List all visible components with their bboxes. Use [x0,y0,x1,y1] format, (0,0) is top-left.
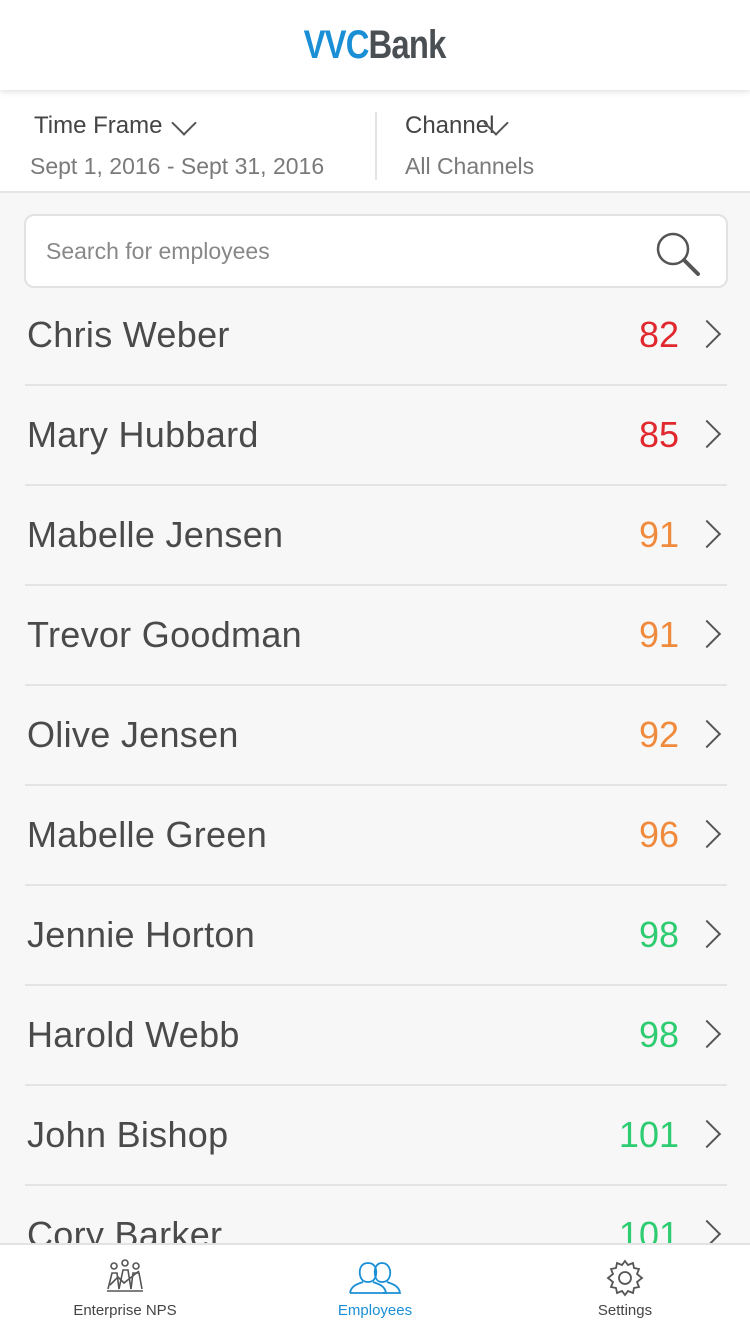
channel-label: Channel [405,112,495,139]
employee-score: 91 [638,614,679,655]
tab-label: Settings [597,1302,653,1319]
chevron-right-icon [692,1019,722,1049]
tab-settings[interactable]: Settings [500,1245,750,1334]
employee-row[interactable]: Mabelle Green 96 [25,786,727,886]
tab-employees[interactable]: Employees [250,1245,500,1334]
app-header: VVCBank [0,0,750,90]
employee-name: John Bishop [27,1114,229,1155]
employee-score: 91 [638,514,679,555]
employee-name: Mary Hubbard [27,414,259,455]
employee-row[interactable]: John Bishop 101 [25,1086,727,1186]
filter-bar: Time Frame Sept 1, 2016 - Sept 31, 2016 … [0,90,750,193]
employee-score: 92 [638,714,679,755]
logo-vvc: VVC [304,22,370,67]
employee-score: 98 [638,1014,679,1055]
channel-value: All Channels [405,153,535,179]
employee-name: Harold Webb [27,1014,240,1055]
employee-name: Jennie Horton [27,914,256,955]
tab-label: Employees [337,1302,413,1319]
employee-row[interactable]: Harold Webb 98 [25,986,727,1086]
chevron-right-icon [692,419,722,449]
employee-list: Chris Weber 82 Mary Hubbard 85 Mabelle Jense… [25,286,727,1286]
app-logo: VVCBank [304,22,447,68]
search-icon[interactable] [654,230,702,278]
employee-row[interactable]: Chris Weber 82 [25,286,727,386]
time-frame-filter[interactable]: Time Frame Sept 1, 2016 - Sept 31, 2016 [0,90,375,191]
search-bar [24,214,728,288]
chevron-right-icon [692,619,722,649]
employee-name: Mabelle Green [27,814,268,855]
chevron-right-icon [692,719,722,749]
employee-score: 96 [638,814,679,855]
chevron-right-icon [692,1119,722,1149]
employee-row[interactable]: Mary Hubbard 85 [25,386,727,486]
search-input[interactable] [46,216,646,286]
employee-name: Chris Weber [27,314,230,355]
tab-enterprise-nps[interactable]: Enterprise NPS [0,1245,250,1334]
chevron-down-icon [171,110,197,136]
time-frame-label: Time Frame [34,112,163,139]
chevron-right-icon [692,519,722,549]
employee-name: Mabelle Jensen [27,514,284,555]
employee-name: Olive Jensen [27,714,239,755]
chevron-right-icon [692,319,722,349]
chevron-right-icon [692,819,722,849]
enterprise-nps-icon [107,1259,143,1292]
chevron-right-icon [692,919,722,949]
employee-score: 82 [638,314,679,355]
employee-score: 98 [638,914,679,955]
employee-row[interactable]: Trevor Goodman 91 [25,586,727,686]
channel-filter[interactable]: Channel All Channels [375,110,750,180]
tab-bar: Enterprise NPS Employees Settings [0,1243,750,1334]
employee-name: Trevor Goodman [27,614,302,655]
tab-label: Enterprise NPS [73,1302,177,1319]
logo-bank: Bank [369,22,447,67]
employee-row[interactable]: Mabelle Jensen 91 [25,486,727,586]
employees-icon [349,1262,402,1294]
gear-icon [606,1259,644,1297]
employee-row[interactable]: Jennie Horton 98 [25,886,727,986]
employee-score: 101 [618,1114,679,1155]
employee-score: 85 [638,414,679,455]
employee-row[interactable]: Olive Jensen 92 [25,686,727,786]
time-frame-value: Sept 1, 2016 - Sept 31, 2016 [30,153,325,179]
